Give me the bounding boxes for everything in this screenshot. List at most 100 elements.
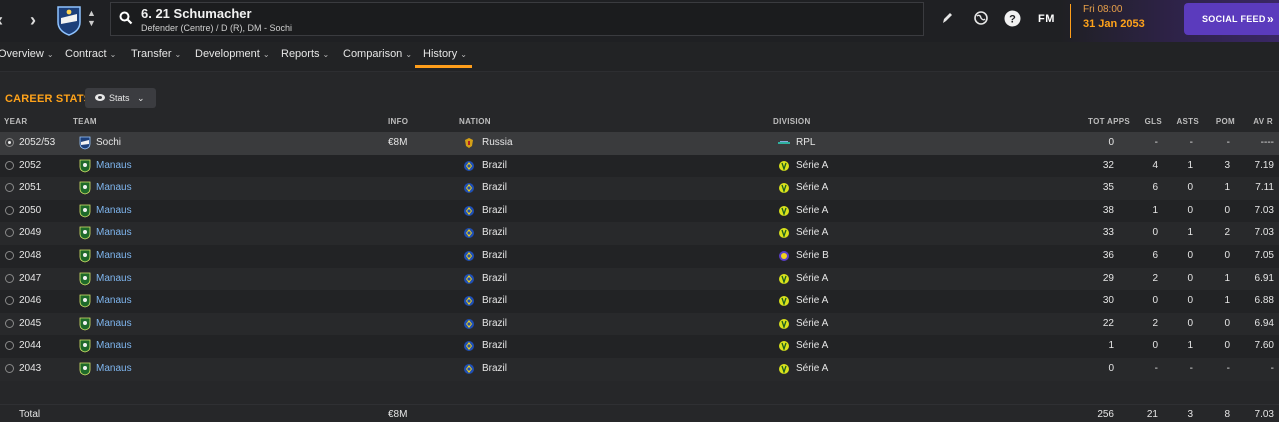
brazil-emblem-icon — [464, 363, 474, 374]
manaus-badge-icon — [79, 272, 91, 285]
row-radio-button[interactable] — [5, 205, 14, 215]
career-table: 2052/53 Sochi €8M Russia RPL 0- - - ---- 2052 Mana… — [0, 132, 1279, 381]
game-date[interactable]: Fri 08:00 31 Jan 2053 — [1070, 4, 1170, 38]
row-team-link[interactable]: Manaus — [96, 272, 132, 284]
row-year: 2051 — [19, 182, 42, 194]
eye-icon — [95, 94, 105, 101]
double-chevron-right-icon: » — [1267, 12, 1274, 26]
club-badge-icon[interactable] — [56, 4, 82, 36]
column-header-year[interactable]: YEAR — [4, 117, 28, 126]
total-info: €8M — [388, 409, 408, 420]
career-row[interactable]: 2050 Manaus Brazil Série A 38 1 0 0 7.03 — [0, 199, 1279, 223]
row-avr: 7.19 — [1254, 159, 1274, 171]
column-header-pom[interactable]: POM — [1215, 117, 1235, 126]
column-header-gls[interactable]: GLS — [1144, 117, 1162, 126]
row-year: 2049 — [19, 227, 42, 239]
manaus-badge-icon — [79, 204, 91, 218]
total-pom: 8 — [1224, 409, 1230, 420]
active-tab-indicator — [415, 65, 472, 68]
career-row[interactable]: 2044 Manaus Brazil Série A 1 0 1 0 7.60 — [0, 335, 1279, 358]
tab-transfer[interactable]: Transfer ⌄ — [131, 48, 181, 60]
chevron-down-icon: ⌄ — [174, 50, 182, 59]
career-row[interactable]: 2048 Manaus Brazil Série B 36 6 0 0 7.05 — [0, 244, 1279, 268]
row-division: Série A — [796, 159, 829, 171]
row-asts: - — [1189, 137, 1193, 148]
row-radio-button[interactable] — [5, 228, 14, 238]
row-team-link[interactable]: Manaus — [96, 159, 132, 171]
career-row[interactable]: 2052/53 Sochi €8M Russia RPL 0- - - ---- — [0, 132, 1279, 155]
player-search-box[interactable]: 6. 21 Schumacher Defender (Centre) / D (… — [110, 2, 924, 36]
row-apps: 32 — [1102, 159, 1114, 171]
career-row[interactable]: 2045 Manaus Brazil Série A 22 2 0 0 6.94 — [0, 312, 1279, 336]
career-row[interactable]: 2052 Manaus Brazil Série A 32 4 1 3 7.19 — [0, 154, 1279, 178]
career-row[interactable]: 2043 Manaus Brazil Série A 0 - - - - — [0, 357, 1279, 381]
manaus-badge-icon — [79, 226, 91, 240]
row-team-link[interactable]: Manaus — [96, 182, 132, 194]
chevron-down-icon: ⌄ — [137, 93, 145, 103]
globe-icon[interactable] — [973, 10, 989, 26]
career-row[interactable]: 2046 Manaus Brazil Série A 30 0 0 1 6.88 — [0, 290, 1279, 313]
row-apps: 33 — [1102, 227, 1114, 239]
column-header-info[interactable]: INFO — [388, 117, 409, 126]
chevron-down-icon: ⌄ — [262, 50, 270, 59]
row-team-link[interactable]: Manaus — [96, 340, 132, 352]
tab-overview[interactable]: Overview ⌄ — [0, 48, 54, 60]
row-radio-button[interactable] — [5, 273, 14, 283]
player-switch-icon[interactable]: ▲ ▼ — [87, 8, 96, 28]
row-division: Série A — [796, 317, 829, 329]
row-nation: Brazil — [482, 295, 508, 307]
row-radio-button[interactable] — [5, 296, 14, 306]
row-team-link[interactable]: Manaus — [96, 249, 132, 261]
row-radio-button[interactable] — [5, 138, 14, 147]
social-feed-button[interactable]: SOCIAL FEED » — [1184, 3, 1279, 35]
tab-reports[interactable]: Reports ⌄ — [281, 48, 329, 60]
row-team-link[interactable]: Manaus — [96, 295, 132, 307]
row-division: RPL — [796, 137, 816, 148]
tab-contract[interactable]: Contract ⌄ — [65, 48, 116, 60]
back-arrow-icon[interactable]: ‹ — [0, 10, 3, 31]
row-asts: 1 — [1187, 227, 1193, 239]
column-header-asts[interactable]: ASTS — [1176, 117, 1199, 126]
tab-label: Comparison — [343, 48, 403, 60]
row-avr: 6.91 — [1254, 272, 1274, 284]
row-radio-button[interactable] — [5, 250, 14, 260]
row-radio-button[interactable] — [5, 160, 14, 170]
row-gls: 6 — [1152, 249, 1158, 261]
career-row[interactable]: 2051 Manaus Brazil Série A 35 6 0 1 7.11 — [0, 177, 1279, 200]
column-header-avr[interactable]: AV R — [1253, 117, 1273, 126]
row-apps: 36 — [1102, 249, 1114, 261]
total-label: Total — [19, 409, 41, 420]
row-nation: Brazil — [482, 159, 508, 171]
row-avr: - — [1270, 362, 1274, 374]
edit-pencil-icon[interactable] — [941, 11, 953, 25]
fm-logo[interactable]: FM — [1038, 13, 1055, 25]
tab-comparison[interactable]: Comparison ⌄ — [343, 48, 412, 60]
row-team-link[interactable]: Manaus — [96, 362, 132, 374]
career-row[interactable]: 2047 Manaus Brazil Série A 29 2 0 1 6.91 — [0, 267, 1279, 291]
column-header-apps[interactable]: TOT APPS — [1088, 117, 1130, 126]
stats-view-button[interactable]: Stats ⌄ — [85, 88, 156, 108]
search-icon — [119, 11, 133, 25]
tab-development[interactable]: Development ⌄ — [195, 48, 270, 60]
column-header-division[interactable]: DIVISION — [773, 117, 811, 126]
row-radio-button[interactable] — [5, 183, 14, 193]
row-team-link[interactable]: Manaus — [96, 317, 132, 329]
row-radio-button[interactable] — [5, 318, 14, 328]
row-radio-button[interactable] — [5, 363, 14, 373]
row-team-link[interactable]: Sochi — [96, 137, 122, 148]
brazil-emblem-icon — [464, 273, 474, 284]
row-team-link[interactable]: Manaus — [96, 227, 132, 239]
career-row[interactable]: 2049 Manaus Brazil Série A 33 0 1 2 7.03 — [0, 222, 1279, 245]
row-nation: Brazil — [482, 272, 508, 284]
help-icon[interactable]: ? — [1004, 10, 1021, 27]
tab-history[interactable]: History ⌄ — [423, 48, 467, 60]
career-stats-title: CAREER STATS — [5, 93, 92, 105]
serie-a-logo-icon — [779, 318, 789, 329]
row-team-link[interactable]: Manaus — [96, 204, 132, 216]
forward-arrow-icon[interactable]: › — [30, 10, 36, 30]
column-header-team[interactable]: TEAM — [73, 117, 97, 126]
row-radio-button[interactable] — [5, 341, 14, 351]
row-avr: 7.03 — [1254, 204, 1274, 216]
tab-label: History — [423, 48, 458, 60]
column-header-nation[interactable]: NATION — [459, 117, 491, 126]
